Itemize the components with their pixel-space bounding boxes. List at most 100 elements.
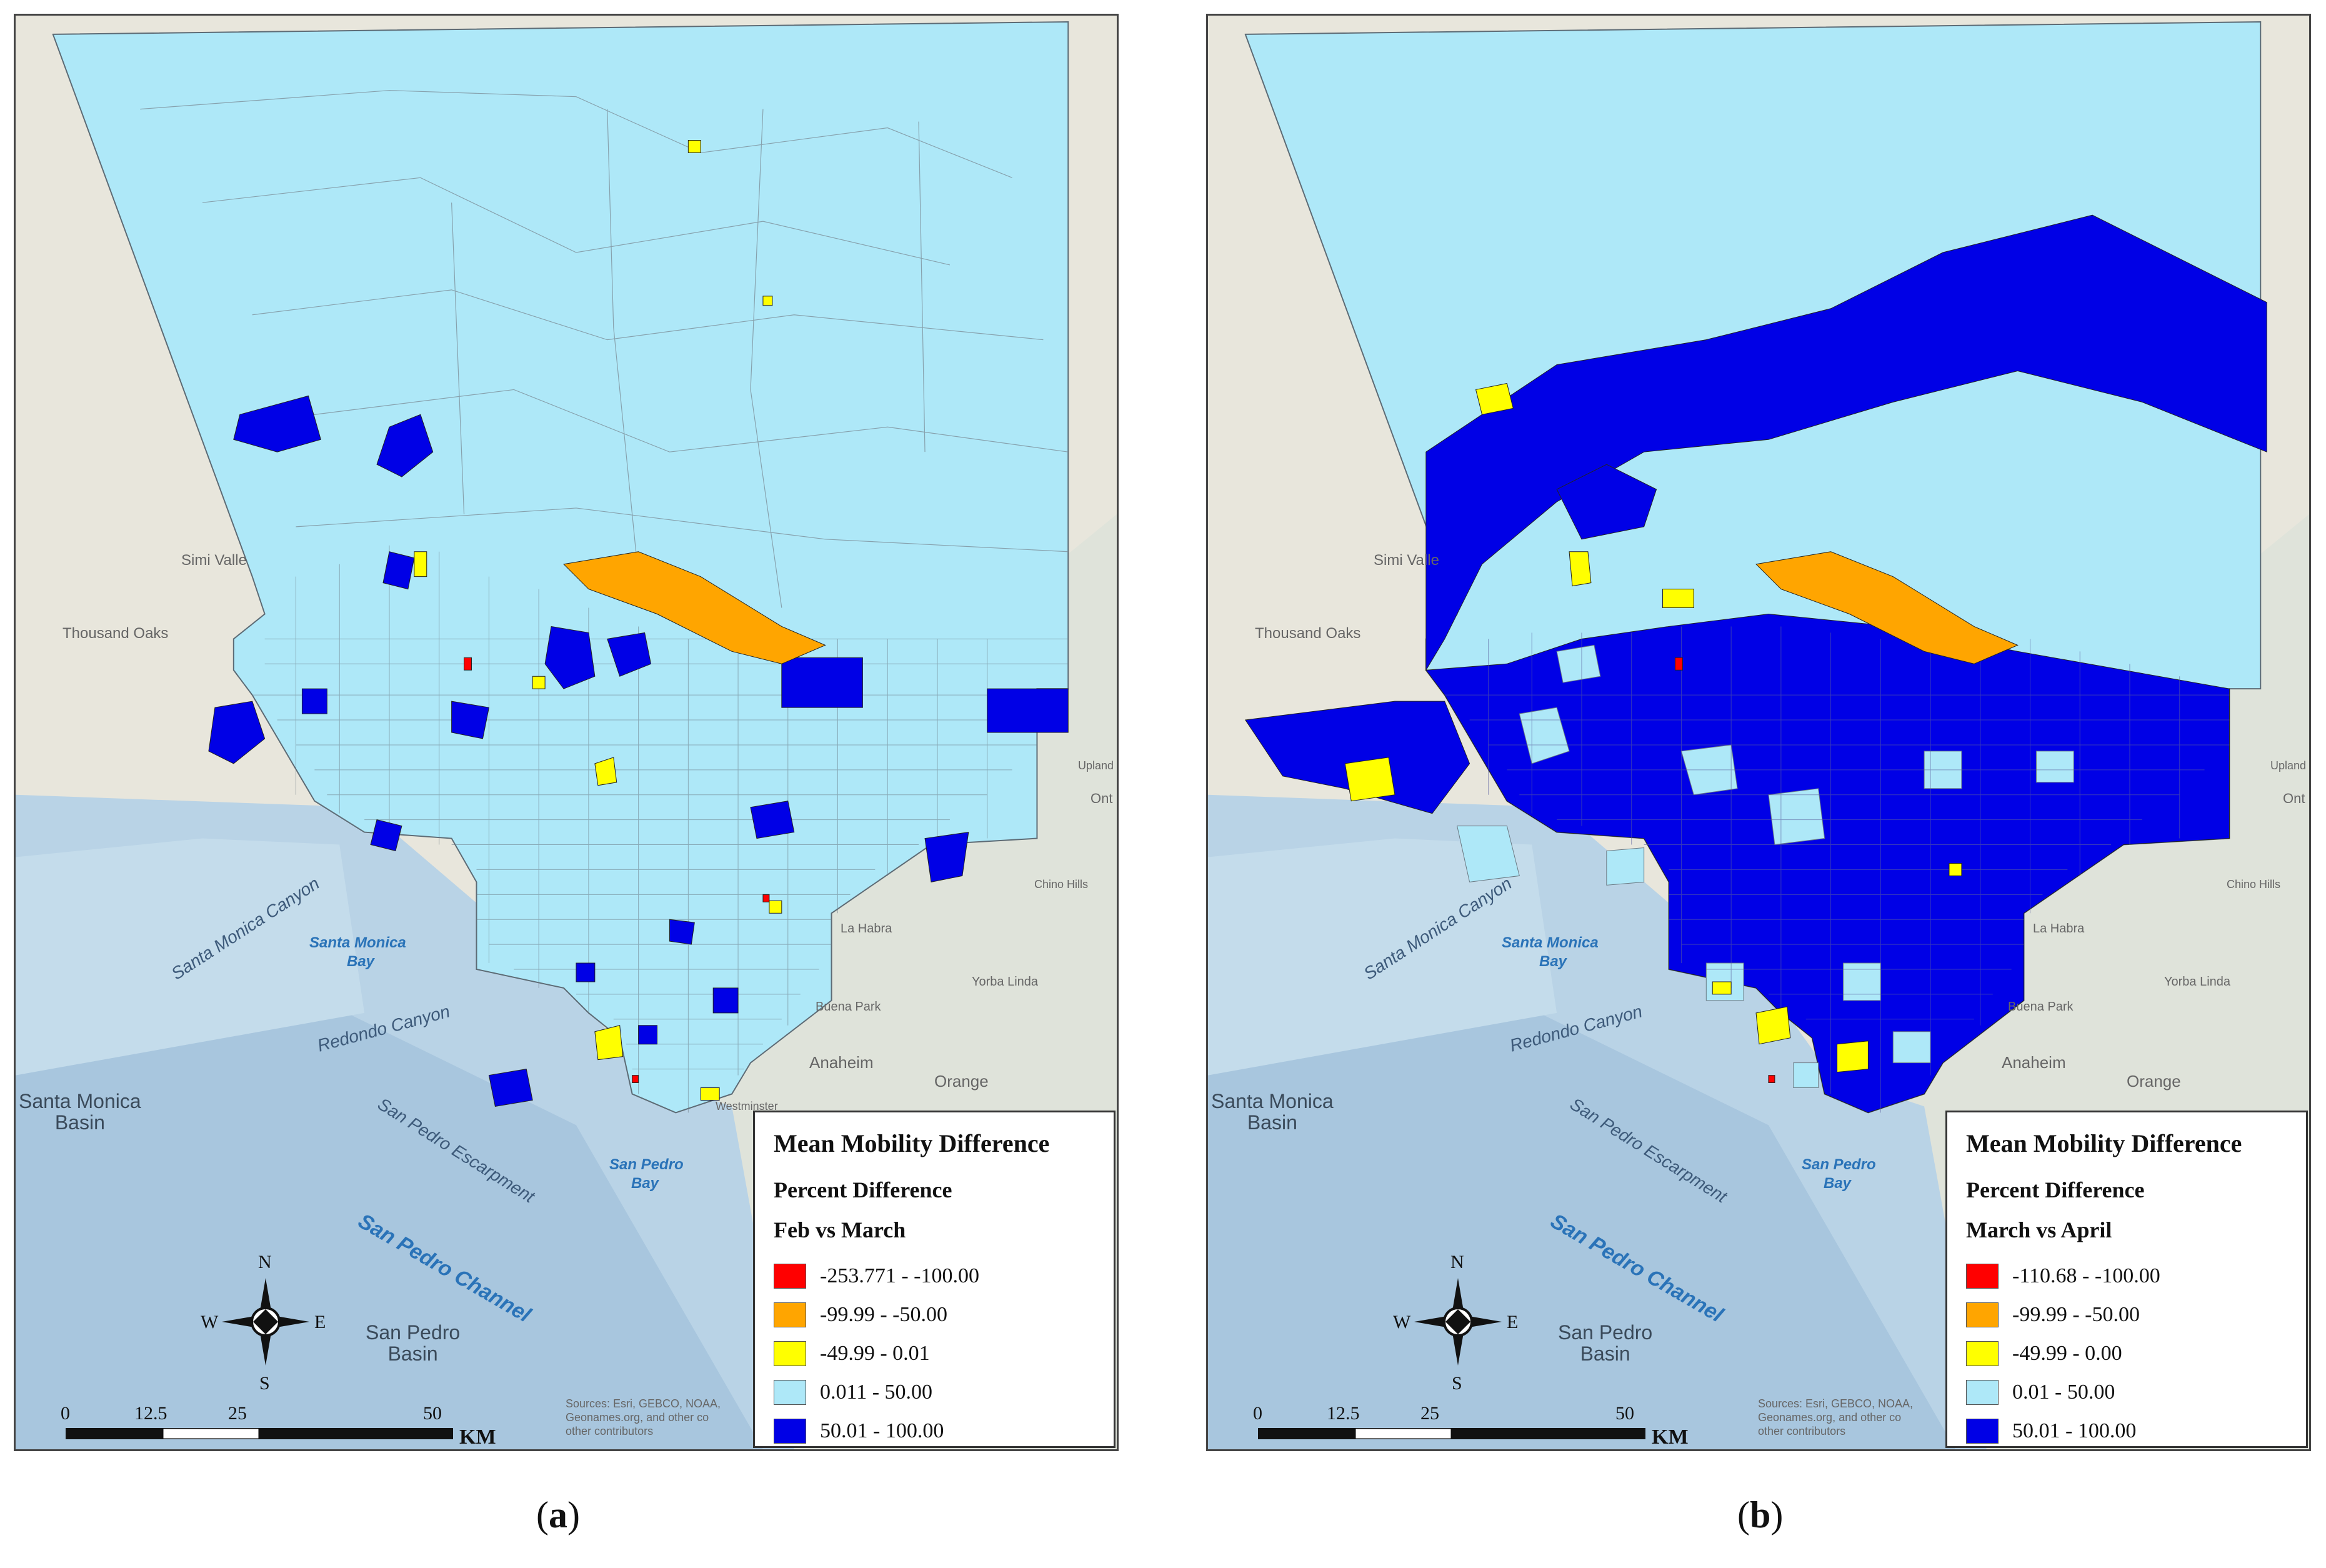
- scale-tick-0: 0: [1253, 1403, 1262, 1424]
- place-label-anaheim: Anaheim: [2002, 1053, 2066, 1072]
- legend-item-label: 0.01 - 50.00: [2012, 1381, 2115, 1404]
- legend-swatch-orange: [774, 1302, 806, 1327]
- place-label-yorba-linda: Yorba Linda: [972, 975, 1039, 989]
- legend-item: -49.99 - 0.00: [1966, 1334, 2287, 1373]
- north-label: N: [1450, 1252, 1464, 1272]
- north-label: N: [258, 1252, 272, 1272]
- place-label-san-pedro-bay-1: San Pedro: [1802, 1156, 1876, 1173]
- scale-tick-25: 25: [1420, 1403, 1439, 1424]
- east-label: E: [314, 1312, 326, 1332]
- place-label-buena-park: Buena Park: [2008, 1000, 2074, 1014]
- legend-b: Mean Mobility Difference Percent Differe…: [1945, 1111, 2308, 1448]
- legend-swatch-light-blue: [1966, 1380, 1999, 1405]
- legend-period: March vs April: [1966, 1217, 2112, 1242]
- legend-swatch-yellow: [1966, 1341, 1999, 1366]
- legend-item-label: 0.011 - 50.00: [820, 1381, 933, 1404]
- compass-rose-icon: [1414, 1278, 1502, 1366]
- legend-item: 0.01 - 50.00: [1966, 1373, 2287, 1412]
- place-label-la-habra: La Habra: [841, 922, 892, 936]
- scale-unit: KM: [1652, 1426, 1689, 1449]
- place-label-santa-monica-basin: Santa Monica Basin: [19, 1091, 141, 1133]
- legend-item-label: 50.01 - 100.00: [2012, 1419, 2137, 1442]
- place-label-chino-hills: Chino Hills: [2227, 878, 2281, 891]
- county-region: [52, 21, 1069, 1114]
- scale-unit: KM: [459, 1426, 496, 1449]
- legend-swatch-blue: [1966, 1419, 1999, 1444]
- legend-item: -99.99 - -50.00: [774, 1296, 1095, 1334]
- place-label-san-pedro-basin: San Pedro Basin: [366, 1322, 460, 1364]
- place-label-orange: Orange: [2127, 1072, 2181, 1091]
- scale-tick-0: 0: [61, 1403, 70, 1424]
- map-canvas-a: [16, 16, 1117, 1449]
- sources-line3: other contributors: [566, 1425, 654, 1437]
- san-pedro-basin-line1: San Pedro: [1558, 1321, 1653, 1344]
- legend-item-label: -49.99 - 0.01: [820, 1342, 930, 1365]
- legend-subtitle: Percent Difference: [774, 1177, 952, 1202]
- legend-swatch-blue: [774, 1419, 806, 1444]
- place-label-upland: Upland: [1078, 759, 1114, 772]
- san-pedro-basin-line2: Basin: [387, 1342, 438, 1365]
- caption-a-letter: a: [548, 1494, 567, 1536]
- place-label-simi: Simi Valle: [1374, 552, 1439, 569]
- santa-monica-basin-line2: Basin: [54, 1111, 105, 1134]
- place-label-anaheim: Anaheim: [809, 1053, 874, 1072]
- legend-item: 0.011 - 50.00: [774, 1373, 1095, 1412]
- scale-tick-50: 50: [423, 1403, 442, 1424]
- place-label-santa-monica-bay-1: Santa Monica: [1502, 934, 1599, 951]
- sources-line3: other contributors: [1758, 1425, 1846, 1437]
- place-label-san-pedro-bay-2: Bay: [631, 1175, 659, 1192]
- place-label-buena-park: Buena Park: [816, 1000, 881, 1014]
- legend-item: 50.01 - 100.00: [1966, 1412, 2287, 1449]
- place-label-santa-monica-bay-2: Bay: [1539, 953, 1567, 970]
- place-label-ont: Ont: [1091, 791, 1113, 806]
- place-label-santa-monica-basin: Santa Monica Basin: [1211, 1091, 1334, 1133]
- map-panel-b: Simi Valle Thousand Oaks Santa Monica Ca…: [1206, 14, 2311, 1451]
- scale-tick-50: 50: [1615, 1403, 1634, 1424]
- legend-title: Mean Mobility Difference: [1966, 1129, 2242, 1157]
- legend-swatch-red: [774, 1264, 806, 1289]
- sources-line2: Geonames.org, and other co: [1758, 1411, 1902, 1424]
- west-label: W: [201, 1312, 219, 1332]
- place-label-orange: Orange: [934, 1072, 989, 1091]
- south-label: S: [1452, 1373, 1462, 1394]
- santa-monica-basin-line2: Basin: [1247, 1111, 1297, 1134]
- legend-a: Mean Mobility Difference Percent Differe…: [753, 1111, 1116, 1448]
- legend-item-label: 50.01 - 100.00: [820, 1419, 944, 1442]
- santa-monica-basin-line1: Santa Monica: [1211, 1090, 1334, 1112]
- place-label-chino-hills: Chino Hills: [1034, 878, 1089, 891]
- place-label-simi: Simi Valle: [181, 552, 247, 569]
- place-label-thousand-oaks: Thousand Oaks: [1255, 625, 1361, 642]
- legend-item: 50.01 - 100.00: [774, 1412, 1095, 1449]
- compass-rose-icon: [222, 1278, 309, 1366]
- san-pedro-basin-line2: Basin: [1580, 1342, 1630, 1365]
- legend-period: Feb vs March: [774, 1217, 906, 1242]
- scale-tick-12-5: 12.5: [134, 1403, 167, 1424]
- caption-b: (b): [1737, 1494, 1784, 1536]
- south-label: S: [259, 1373, 270, 1394]
- place-label-westminster: Westminster: [716, 1100, 778, 1112]
- scale-tick-25: 25: [228, 1403, 247, 1424]
- place-label-upland: Upland: [2270, 759, 2307, 772]
- place-label-la-habra: La Habra: [2033, 922, 2085, 936]
- legend-item: -110.68 - -100.00: [1966, 1257, 2287, 1296]
- place-label-thousand-oaks: Thousand Oaks: [62, 625, 169, 642]
- san-pedro-basin-line1: San Pedro: [366, 1321, 461, 1344]
- legend-subtitle: Percent Difference: [1966, 1177, 2145, 1202]
- sources-line1: Sources: Esri, GEBCO, NOAA,: [1758, 1397, 1914, 1410]
- legend-item-label: -99.99 - -50.00: [2012, 1303, 2140, 1326]
- sources-line2: Geonames.org, and other co: [566, 1411, 709, 1424]
- place-label-san-pedro-bay-2: Bay: [1824, 1175, 1852, 1192]
- scale-tick-12-5: 12.5: [1327, 1403, 1360, 1424]
- caption-b-letter: b: [1749, 1494, 1771, 1536]
- legend-item-label: -49.99 - 0.00: [2012, 1342, 2122, 1365]
- legend-item-label: -99.99 - -50.00: [820, 1303, 947, 1326]
- place-label-santa-monica-bay-2: Bay: [347, 953, 375, 970]
- map-sources: Sources: Esri, GEBCO, NOAA, Geonames.org…: [1758, 1397, 1945, 1438]
- place-label-yorba-linda: Yorba Linda: [2164, 975, 2231, 989]
- north-arrow: N S E W: [1393, 1252, 1520, 1394]
- legend-item-label: -253.771 - -100.00: [820, 1264, 979, 1287]
- legend-item: -253.771 - -100.00: [774, 1257, 1095, 1296]
- scale-bar: 0 12.5 25 50 KM: [1239, 1403, 1689, 1449]
- map-sources: Sources: Esri, GEBCO, NOAA, Geonames.org…: [566, 1397, 753, 1438]
- north-arrow: N S E W: [201, 1252, 328, 1394]
